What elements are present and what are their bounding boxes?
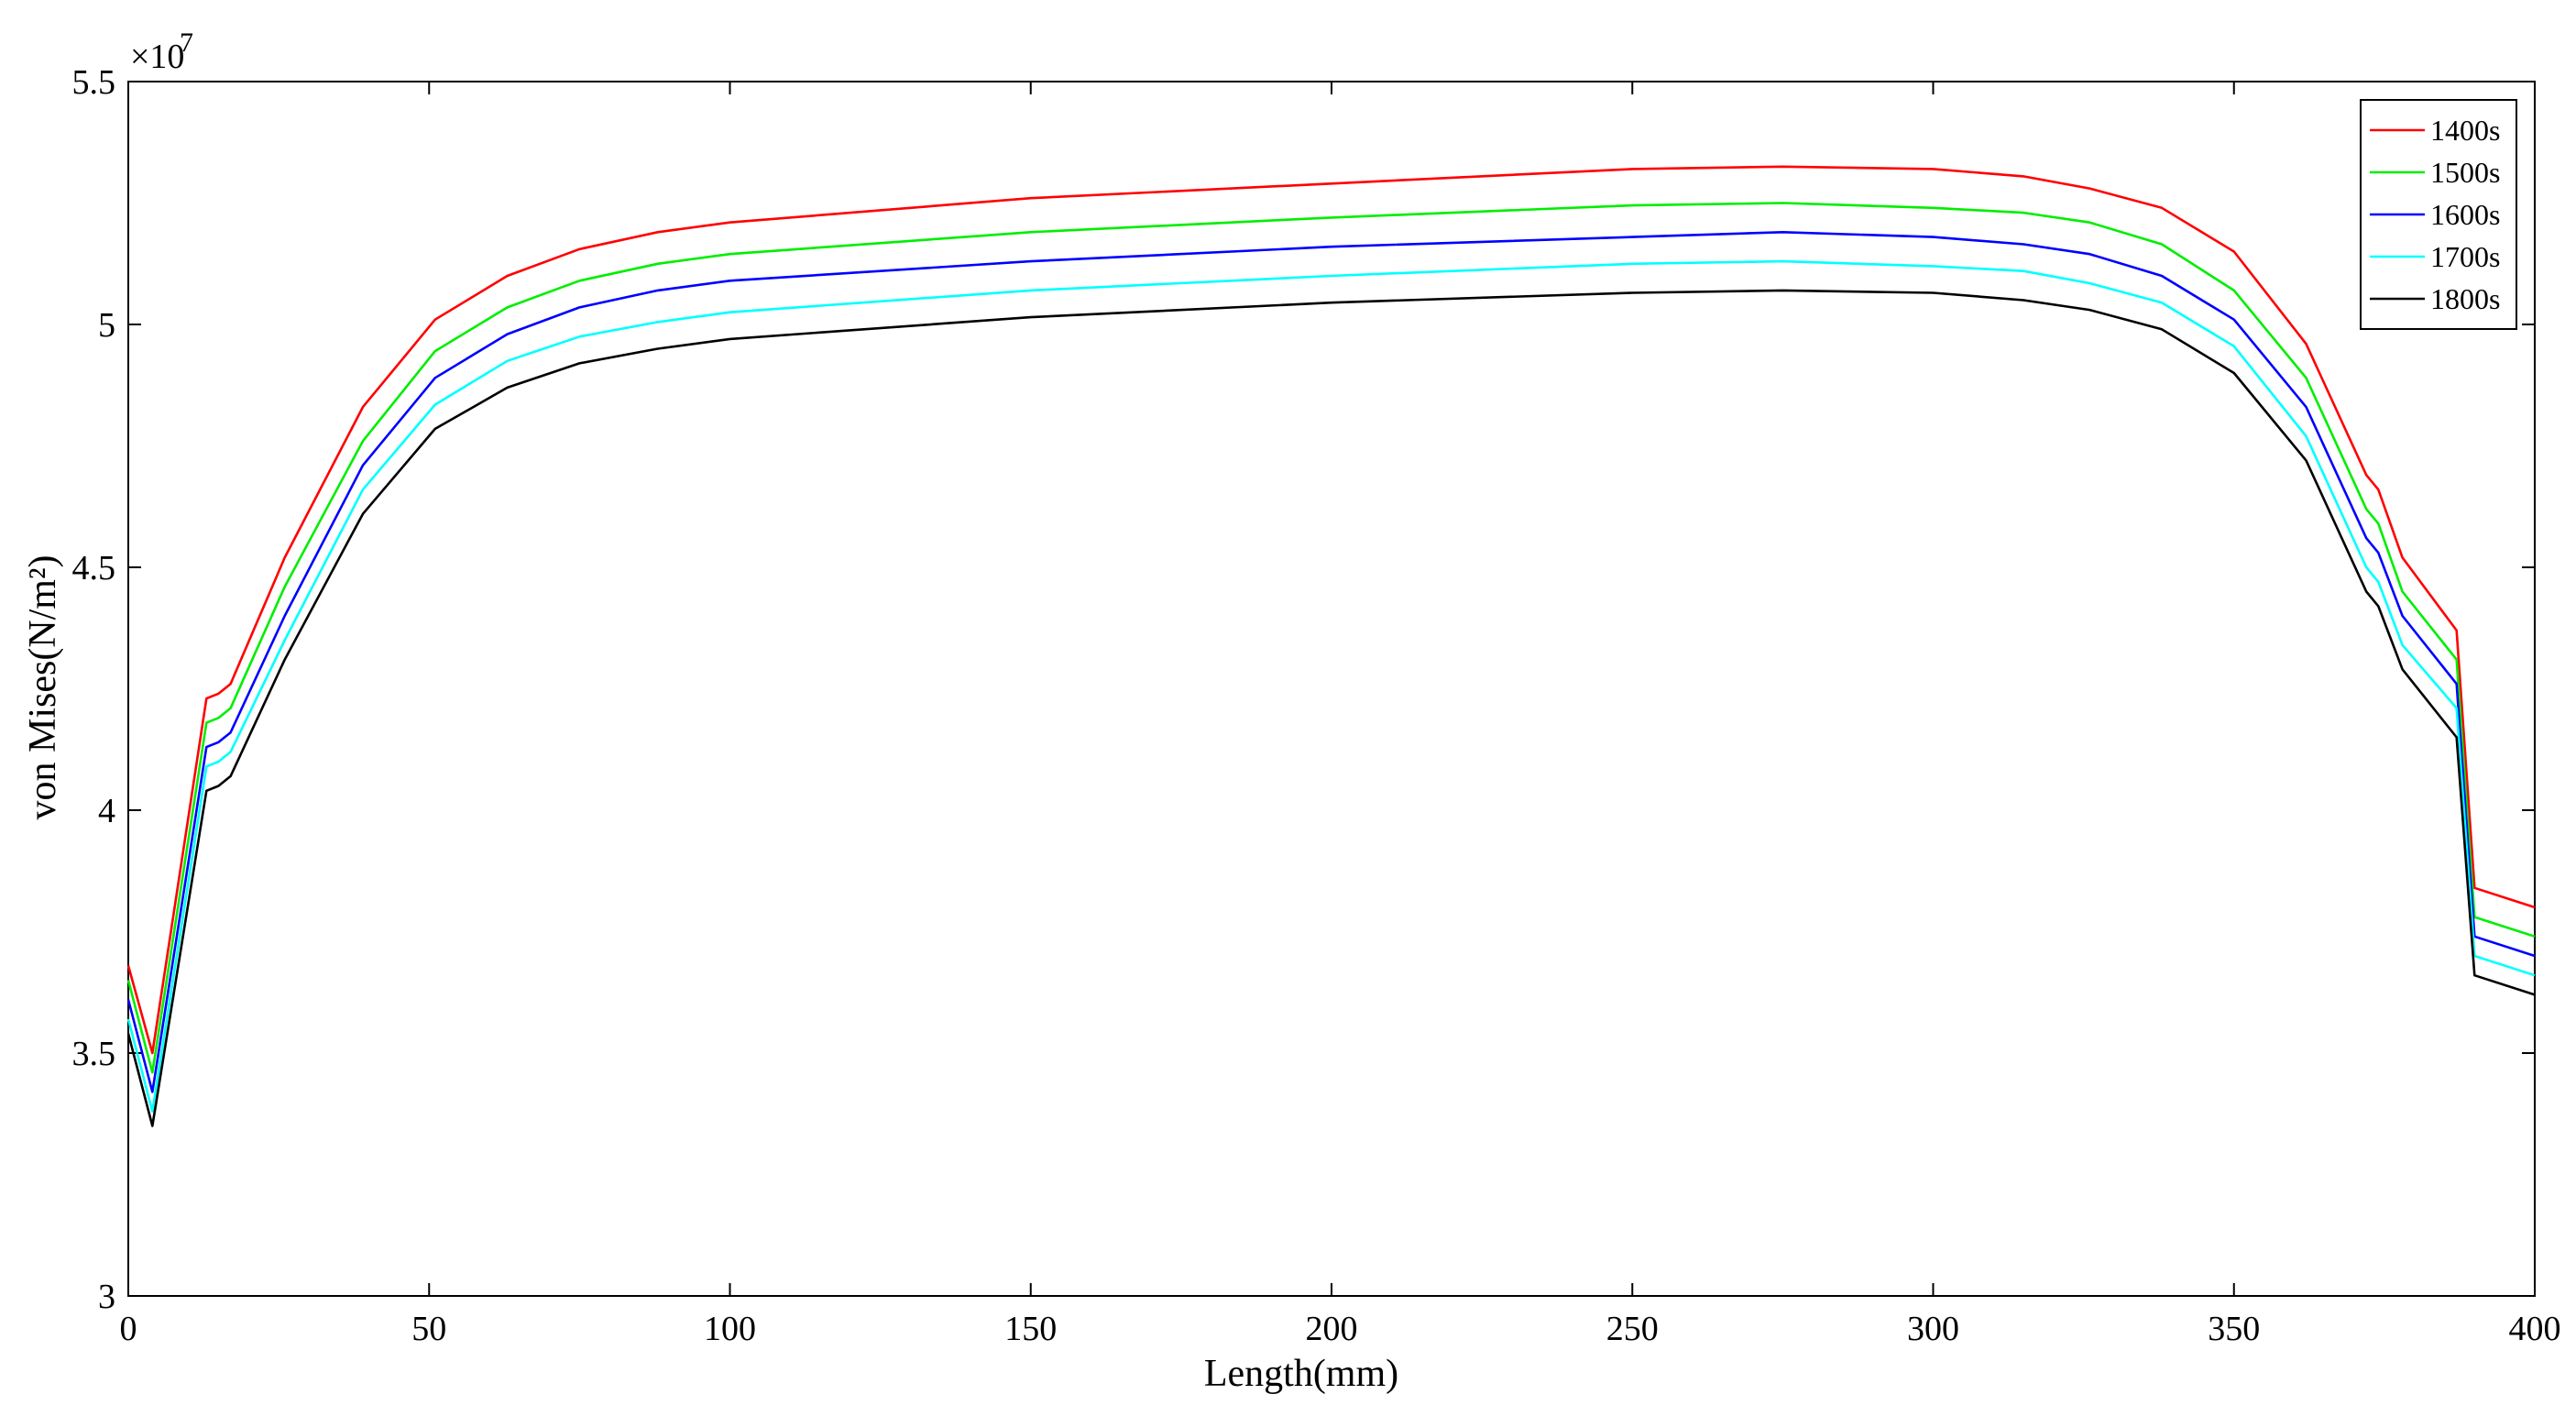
series-line-1800s — [126, 289, 2536, 1127]
x-tick-label: 350 — [2208, 1310, 2260, 1348]
series-line-1500s — [126, 202, 2536, 1074]
y-axis-label: von Mises(N/m²) — [22, 554, 64, 819]
y-tick-label: 5 — [98, 306, 115, 345]
x-tick-label: 0 — [120, 1310, 137, 1348]
y-axis-multiplier: ×10 — [130, 38, 184, 76]
y-axis-exponent-value: 7 — [180, 27, 193, 58]
series-line-1400s — [126, 165, 2536, 1055]
x-tick-label: 250 — [1606, 1310, 1659, 1348]
legend-label: 1500s — [2430, 156, 2500, 189]
legend-label: 1800s — [2430, 282, 2500, 315]
y-tick-label: 5.5 — [72, 63, 116, 102]
plot-area — [127, 81, 2536, 1297]
x-tick-label: 400 — [2509, 1310, 2561, 1348]
x-tick-label: 300 — [1907, 1310, 1959, 1348]
y-axis-ticks: 3 3.5 4 4.5 5 5.5 — [72, 63, 2535, 1316]
y-tick-label: 4 — [98, 792, 115, 830]
x-tick-label: 200 — [1306, 1310, 1358, 1348]
legend-label: 1700s — [2430, 240, 2500, 273]
legend-label: 1600s — [2430, 198, 2500, 231]
series-line-1600s — [126, 231, 2536, 1093]
x-tick-label: 50 — [411, 1310, 446, 1348]
series-lines — [126, 165, 2536, 1127]
x-axis-ticks: 0 50 100 150 200 250 300 350 400 — [120, 82, 2561, 1348]
x-tick-label: 100 — [704, 1310, 756, 1348]
y-tick-label: 4.5 — [72, 549, 116, 587]
legend: 1400s 1500s 1600s 1700s 1800s — [2360, 99, 2517, 330]
x-tick-label: 150 — [1004, 1310, 1057, 1348]
legend-label: 1400s — [2430, 114, 2500, 147]
y-tick-label: 3 — [98, 1278, 115, 1316]
series-line-1700s — [126, 259, 2536, 1113]
y-tick-label: 3.5 — [72, 1035, 116, 1073]
x-axis-label: Length(mm) — [1204, 1353, 1398, 1395]
y-axis-exponent: ×10 7 — [130, 27, 193, 76]
